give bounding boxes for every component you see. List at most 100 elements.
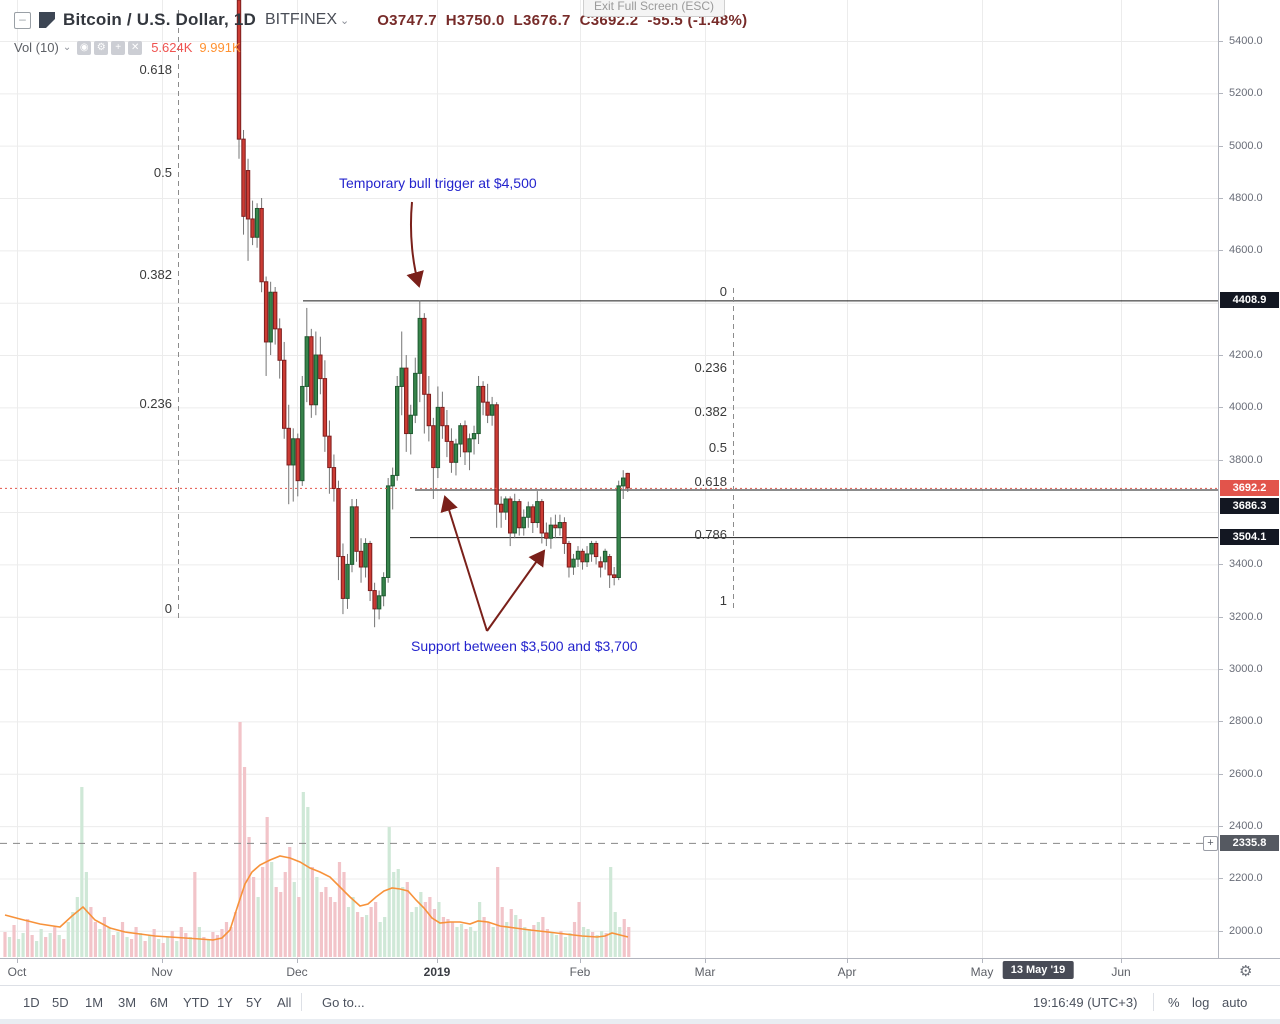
date-crosshair-badge: 13 May '19 xyxy=(1002,961,1074,979)
collapse-icon[interactable]: – xyxy=(14,11,31,29)
price-tickmark xyxy=(1219,773,1223,775)
time-tickmark xyxy=(705,959,706,963)
time-tickmark xyxy=(437,959,438,963)
price-tick-label: 5200.0 xyxy=(1229,87,1263,100)
range-button-all[interactable]: All xyxy=(277,995,292,1010)
symbol-logo-icon[interactable] xyxy=(39,12,55,28)
fib-level-label: 1 xyxy=(719,593,727,608)
fib-level-label: 0.5 xyxy=(708,440,727,455)
price-tick-label: 3200.0 xyxy=(1229,610,1263,623)
price-tick-label: 2000.0 xyxy=(1229,924,1263,937)
fib-level-label: 0.786 xyxy=(694,527,727,542)
annotation-arrow[interactable] xyxy=(486,549,546,632)
fib-level-label: 0.382 xyxy=(139,267,172,282)
price-axis[interactable]: 5400.0 5200.0 5000.0 4800.0 4600.0 4200.0 4000… xyxy=(1218,0,1280,958)
time-axis[interactable]: 13 May '19 ⚙ Oct Nov Dec 2019 Feb Mar Apr May Ju… xyxy=(0,958,1280,986)
gear-icon[interactable]: ⚙ xyxy=(94,40,109,55)
fib-level-label: 0.236 xyxy=(139,396,172,411)
price-tickmark xyxy=(1219,930,1223,932)
toolbar-button-%[interactable]: % xyxy=(1168,995,1180,1010)
chart-canvas[interactable] xyxy=(0,0,1218,958)
clock-label[interactable]: 19:16:49 (UTC+3) xyxy=(1033,995,1138,1010)
price-tickmark xyxy=(1219,616,1223,618)
price-tick-label: 4800.0 xyxy=(1229,192,1263,205)
price-tick-label: 2600.0 xyxy=(1229,767,1263,780)
time-axis-label: 2019 xyxy=(423,965,451,979)
candlestick-chart-pane[interactable]: – Bitcoin / U.S. Dollar, 1D BITFINEX ⌄ O… xyxy=(0,0,1218,958)
toolbar-divider xyxy=(1153,993,1154,1011)
gear-icon[interactable]: ⚙ xyxy=(1239,963,1253,980)
time-axis-label: Mar xyxy=(694,965,716,979)
time-tickmark xyxy=(847,959,848,963)
toolbar-button-auto[interactable]: auto xyxy=(1222,995,1248,1010)
time-axis-label: Nov xyxy=(151,965,173,979)
volume-ma-line xyxy=(4,855,629,941)
price-tick-label: 3000.0 xyxy=(1229,663,1263,676)
price-tick-label: 3800.0 xyxy=(1229,453,1263,466)
candles-layer xyxy=(236,0,630,628)
price-tickmark xyxy=(1219,878,1223,880)
time-tickmark xyxy=(162,959,163,963)
price-tickmark xyxy=(1219,826,1223,828)
range-button-5y[interactable]: 5Y xyxy=(246,995,262,1010)
annotation-arrow[interactable] xyxy=(406,201,424,288)
add-alert-plus-icon[interactable]: + xyxy=(1203,836,1218,851)
time-axis-label: Apr xyxy=(837,965,857,979)
price-tickmark xyxy=(1219,669,1223,671)
fib-level-label: 0 xyxy=(719,284,727,299)
price-tickmark xyxy=(1219,564,1223,566)
range-button-5d[interactable]: 5D xyxy=(52,995,69,1010)
volume-bars xyxy=(3,722,631,957)
toolbar-divider xyxy=(301,993,302,1011)
time-axis-label: May xyxy=(970,965,994,979)
close-icon[interactable]: ✕ xyxy=(128,40,143,55)
range-button-ytd[interactable]: YTD xyxy=(183,995,209,1010)
price-tick-label: 2200.0 xyxy=(1229,872,1263,885)
range-button-1d[interactable]: 1D xyxy=(23,995,40,1010)
bottom-strip xyxy=(0,1018,1280,1024)
fib-level-label: 0.236 xyxy=(694,360,727,375)
price-tickmark xyxy=(1219,721,1223,723)
range-button-3m[interactable]: 3M xyxy=(118,995,137,1010)
price-tickmark xyxy=(1219,355,1223,357)
price-tick-label: 3400.0 xyxy=(1229,558,1263,571)
toolbar-button-log[interactable]: log xyxy=(1192,995,1210,1010)
price-tick-label: 4200.0 xyxy=(1229,349,1263,362)
plus-icon[interactable]: + xyxy=(111,40,126,55)
fib-level-label: 0 xyxy=(164,601,172,616)
price-tick-label: 5400.0 xyxy=(1229,35,1263,47)
price-tick-label: 5000.0 xyxy=(1229,139,1263,152)
time-tickmark xyxy=(982,959,983,963)
goto-button[interactable]: Go to... xyxy=(322,995,365,1010)
time-axis-label: Dec xyxy=(286,965,308,979)
eye-icon[interactable]: ◉ xyxy=(77,40,92,55)
time-axis-label: Jun xyxy=(1111,965,1131,979)
price-tick-label: 2800.0 xyxy=(1229,715,1263,728)
time-tickmark xyxy=(297,959,298,963)
range-button-6m[interactable]: 6M xyxy=(150,995,169,1010)
price-tick-label: 4000.0 xyxy=(1229,401,1263,414)
price-tickmark xyxy=(1219,198,1223,200)
time-tickmark xyxy=(17,959,18,963)
price-tick-label: 2400.0 xyxy=(1229,820,1263,833)
time-tickmark xyxy=(1121,959,1122,963)
fib-level-label: 0.618 xyxy=(139,62,172,77)
exit-fullscreen-tooltip: Exit Full Screen (ESC) xyxy=(583,0,726,17)
price-tag: 2335.8 xyxy=(1220,834,1279,851)
price-tag: 3692.2 xyxy=(1220,479,1279,496)
price-tag: 3686.3 xyxy=(1220,498,1279,515)
price-tag: 3504.1 xyxy=(1220,529,1279,546)
range-button-1y[interactable]: 1Y xyxy=(217,995,233,1010)
time-tickmark xyxy=(580,959,581,963)
price-tickmark xyxy=(1219,250,1223,252)
range-button-1m[interactable]: 1M xyxy=(85,995,104,1010)
price-tickmark xyxy=(1219,407,1223,409)
price-tickmark xyxy=(1219,41,1223,42)
fib-level-label: 0.5 xyxy=(153,165,172,180)
annotation-arrow[interactable] xyxy=(440,495,488,632)
annotation-bull-trigger[interactable]: Temporary bull trigger at $4,500 xyxy=(339,175,537,191)
fib-level-label: 0.618 xyxy=(694,474,727,489)
annotation-support[interactable]: Support between $3,500 and $3,700 xyxy=(411,638,638,654)
time-axis-label: Feb xyxy=(569,965,591,979)
